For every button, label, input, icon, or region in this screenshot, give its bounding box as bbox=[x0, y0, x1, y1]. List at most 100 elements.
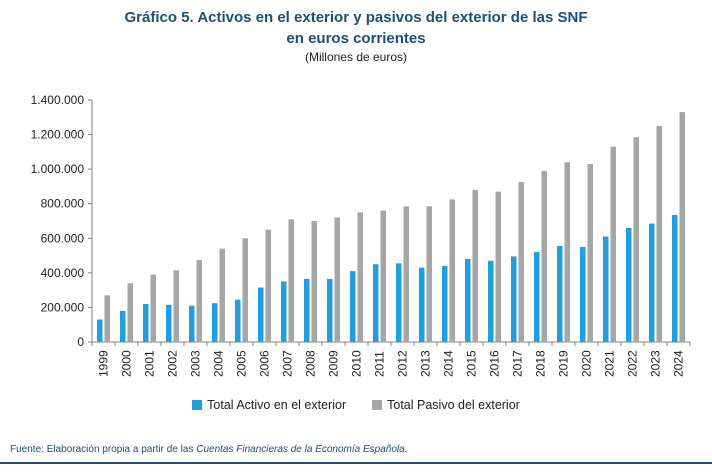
bar-activo bbox=[603, 236, 609, 342]
bar-pasivo bbox=[127, 283, 133, 342]
y-tick-label: 200.000 bbox=[41, 300, 85, 314]
legend-item-pasivo: Total Pasivo del exterior bbox=[372, 398, 520, 412]
x-tick-label: 2006 bbox=[258, 350, 272, 377]
legend-item-activo: Total Activo en el exterior bbox=[192, 398, 346, 412]
bar-pasivo bbox=[472, 189, 478, 342]
bar-pasivo bbox=[242, 238, 248, 342]
bar-activo bbox=[350, 271, 356, 342]
x-tick-label: 2017 bbox=[511, 350, 525, 377]
chart-subtitle: (Millones de euros) bbox=[304, 50, 408, 64]
x-tick-label: 2001 bbox=[143, 350, 157, 377]
bar-chart: 0 200.000 400.000 600.000 800.000 1.000.000 1.… bbox=[31, 93, 691, 377]
bar-pasivo bbox=[564, 162, 570, 342]
bar-activo bbox=[672, 214, 678, 342]
source-prefix: Fuente: Elaboración propia a partir de l… bbox=[10, 444, 197, 455]
legend-label-activo: Total Activo en el exterior bbox=[207, 398, 347, 412]
legend-swatch-activo bbox=[192, 400, 203, 410]
bar-activo bbox=[649, 223, 655, 342]
bar-pasivo bbox=[150, 274, 156, 342]
x-tick-label: 2024 bbox=[672, 350, 686, 377]
bar-activo bbox=[580, 246, 586, 342]
bar-pasivo bbox=[196, 259, 202, 342]
bar-pasivo bbox=[633, 137, 639, 342]
bar-activo bbox=[166, 304, 172, 342]
bar-pasivo bbox=[403, 206, 409, 342]
legend-swatch-pasivo bbox=[372, 400, 383, 410]
y-tick-label: 1.400.000 bbox=[31, 93, 85, 107]
x-tick-label: 2015 bbox=[465, 350, 479, 377]
chart-title-line2: en euros corrientes bbox=[286, 30, 426, 47]
x-tick-label: 2019 bbox=[557, 350, 571, 377]
bar-activo bbox=[442, 265, 448, 342]
bar-pasivo bbox=[679, 112, 685, 342]
bar-activo bbox=[97, 319, 103, 342]
x-tick-label: 2000 bbox=[120, 350, 134, 377]
x-tick-label: 2022 bbox=[626, 350, 640, 377]
legend-label-pasivo: Total Pasivo del exterior bbox=[387, 398, 520, 412]
bar-activo bbox=[212, 303, 218, 342]
x-tick-label: 2003 bbox=[189, 350, 203, 377]
x-tick-label: 2005 bbox=[235, 350, 249, 377]
source-title: Cuentas Financieras de la Economía Españ… bbox=[196, 444, 408, 455]
bar-pasivo bbox=[265, 229, 271, 342]
bar-pasivo bbox=[173, 270, 179, 342]
bar-pasivo bbox=[656, 125, 662, 342]
bar-activo bbox=[304, 278, 310, 342]
bar-activo bbox=[327, 278, 333, 342]
bar-activo bbox=[189, 305, 195, 342]
x-tick-label: 2018 bbox=[534, 350, 548, 377]
bar-pasivo bbox=[426, 206, 432, 342]
x-tick-label: 2011 bbox=[373, 351, 387, 377]
x-tick-label: 1999 bbox=[97, 350, 111, 377]
y-tick-label: 800.000 bbox=[41, 197, 85, 211]
bar-pasivo bbox=[104, 295, 110, 342]
x-tick-label: 2016 bbox=[488, 350, 502, 377]
bar-pasivo bbox=[495, 191, 501, 342]
bar-activo bbox=[373, 264, 379, 342]
x-tick-label: 2013 bbox=[419, 350, 433, 377]
bar-pasivo bbox=[449, 199, 455, 342]
bar-activo bbox=[258, 287, 264, 342]
y-tick-label: 600.000 bbox=[41, 231, 85, 245]
bar-pasivo bbox=[380, 210, 386, 342]
bar-pasivo bbox=[541, 170, 547, 342]
x-tick-label: 2002 bbox=[166, 350, 180, 377]
x-tick-label: 2021 bbox=[603, 350, 617, 377]
y-tick-label: 1.200.000 bbox=[31, 128, 85, 142]
bar-pasivo bbox=[311, 221, 317, 342]
bar-pasivo bbox=[518, 182, 524, 342]
bar-activo bbox=[419, 267, 425, 342]
source-note: Fuente: Elaboración propia a partir de l… bbox=[10, 444, 407, 455]
bar-pasivo bbox=[288, 219, 294, 342]
bar-activo bbox=[281, 281, 287, 342]
bar-activo bbox=[488, 260, 494, 342]
chart-title: Gráfico 5. Activos en el exterior y pasi… bbox=[124, 9, 588, 26]
x-tick-label: 2004 bbox=[212, 350, 226, 377]
bar-pasivo bbox=[219, 248, 225, 342]
bar-activo bbox=[465, 259, 471, 342]
bar-activo bbox=[511, 256, 517, 342]
x-tick-label: 2010 bbox=[350, 350, 364, 377]
bar-activo bbox=[396, 263, 402, 342]
y-tick-label: 400.000 bbox=[41, 266, 85, 280]
x-tick-label: 2009 bbox=[327, 350, 341, 377]
bar-pasivo bbox=[334, 217, 340, 342]
x-tick-label: 2020 bbox=[580, 350, 594, 377]
bar-pasivo bbox=[587, 163, 593, 342]
bar-activo bbox=[626, 227, 632, 342]
x-tick-label: 2012 bbox=[396, 350, 410, 377]
bar-pasivo bbox=[610, 146, 616, 342]
bar-activo bbox=[235, 299, 241, 342]
x-tick-label: 2008 bbox=[304, 350, 318, 377]
y-tick-label: 0 bbox=[77, 335, 84, 349]
x-tick-label: 2023 bbox=[649, 350, 663, 377]
legend: Total Activo en el exterior Total Pasivo… bbox=[0, 398, 712, 412]
bar-pasivo bbox=[357, 212, 363, 342]
x-tick-label: 2014 bbox=[442, 350, 456, 377]
x-tick-label: 2007 bbox=[281, 350, 295, 377]
bar-activo bbox=[534, 252, 540, 342]
bottom-rule bbox=[0, 462, 712, 464]
y-tick-label: 1.000.000 bbox=[31, 162, 85, 176]
bar-activo bbox=[557, 246, 563, 342]
bar-activo bbox=[120, 310, 126, 342]
